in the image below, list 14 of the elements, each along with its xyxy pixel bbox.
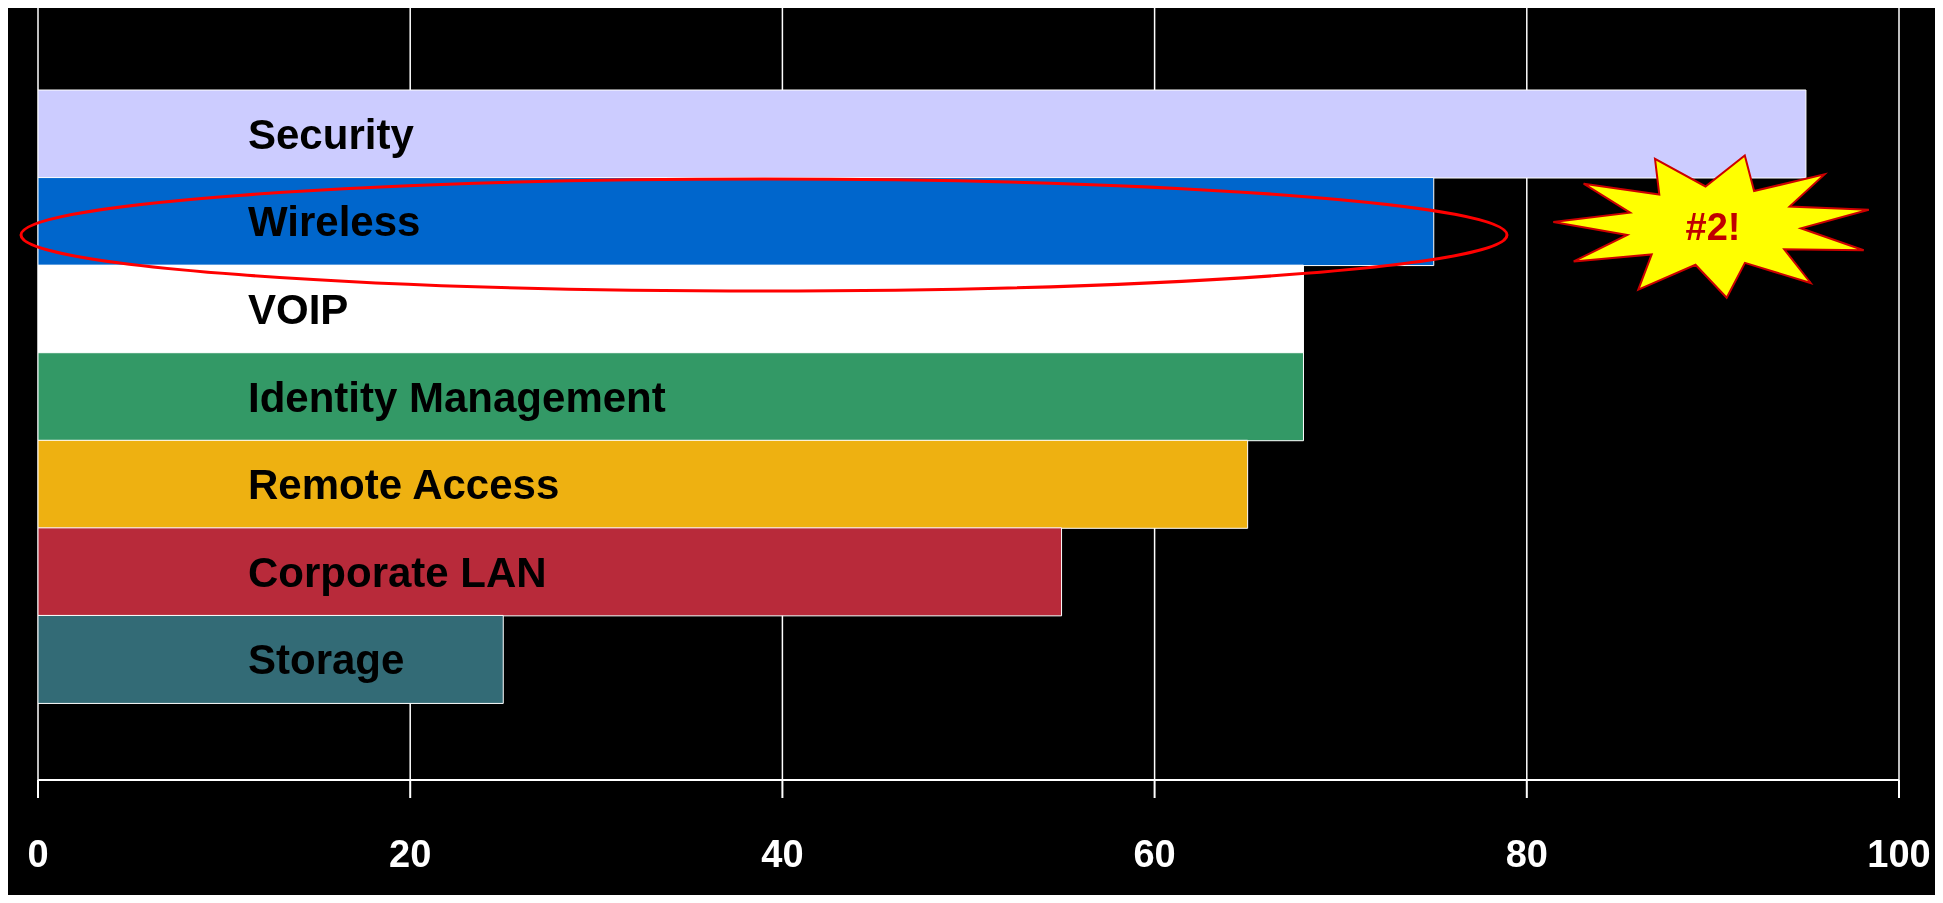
x-tick-label: 40 [761, 832, 804, 875]
x-tick-label: 100 [1867, 832, 1931, 875]
y-tick-label: Security [248, 110, 415, 158]
y-tick-label: Remote Access [248, 461, 560, 509]
x-tick-label: 80 [1505, 832, 1548, 875]
y-tick-label: VOIP [248, 286, 349, 334]
x-tick-label: 20 [389, 832, 432, 875]
x-tick-label: 0 [27, 832, 49, 875]
y-tick-label: Corporate LAN [248, 548, 547, 596]
y-tick-label: Storage [248, 636, 405, 684]
x-tick-label: 60 [1133, 832, 1176, 875]
y-tick-label: Wireless [248, 198, 421, 246]
annotation: #2! [1685, 206, 1741, 248]
y-tick-label: Identity Management [248, 373, 666, 421]
